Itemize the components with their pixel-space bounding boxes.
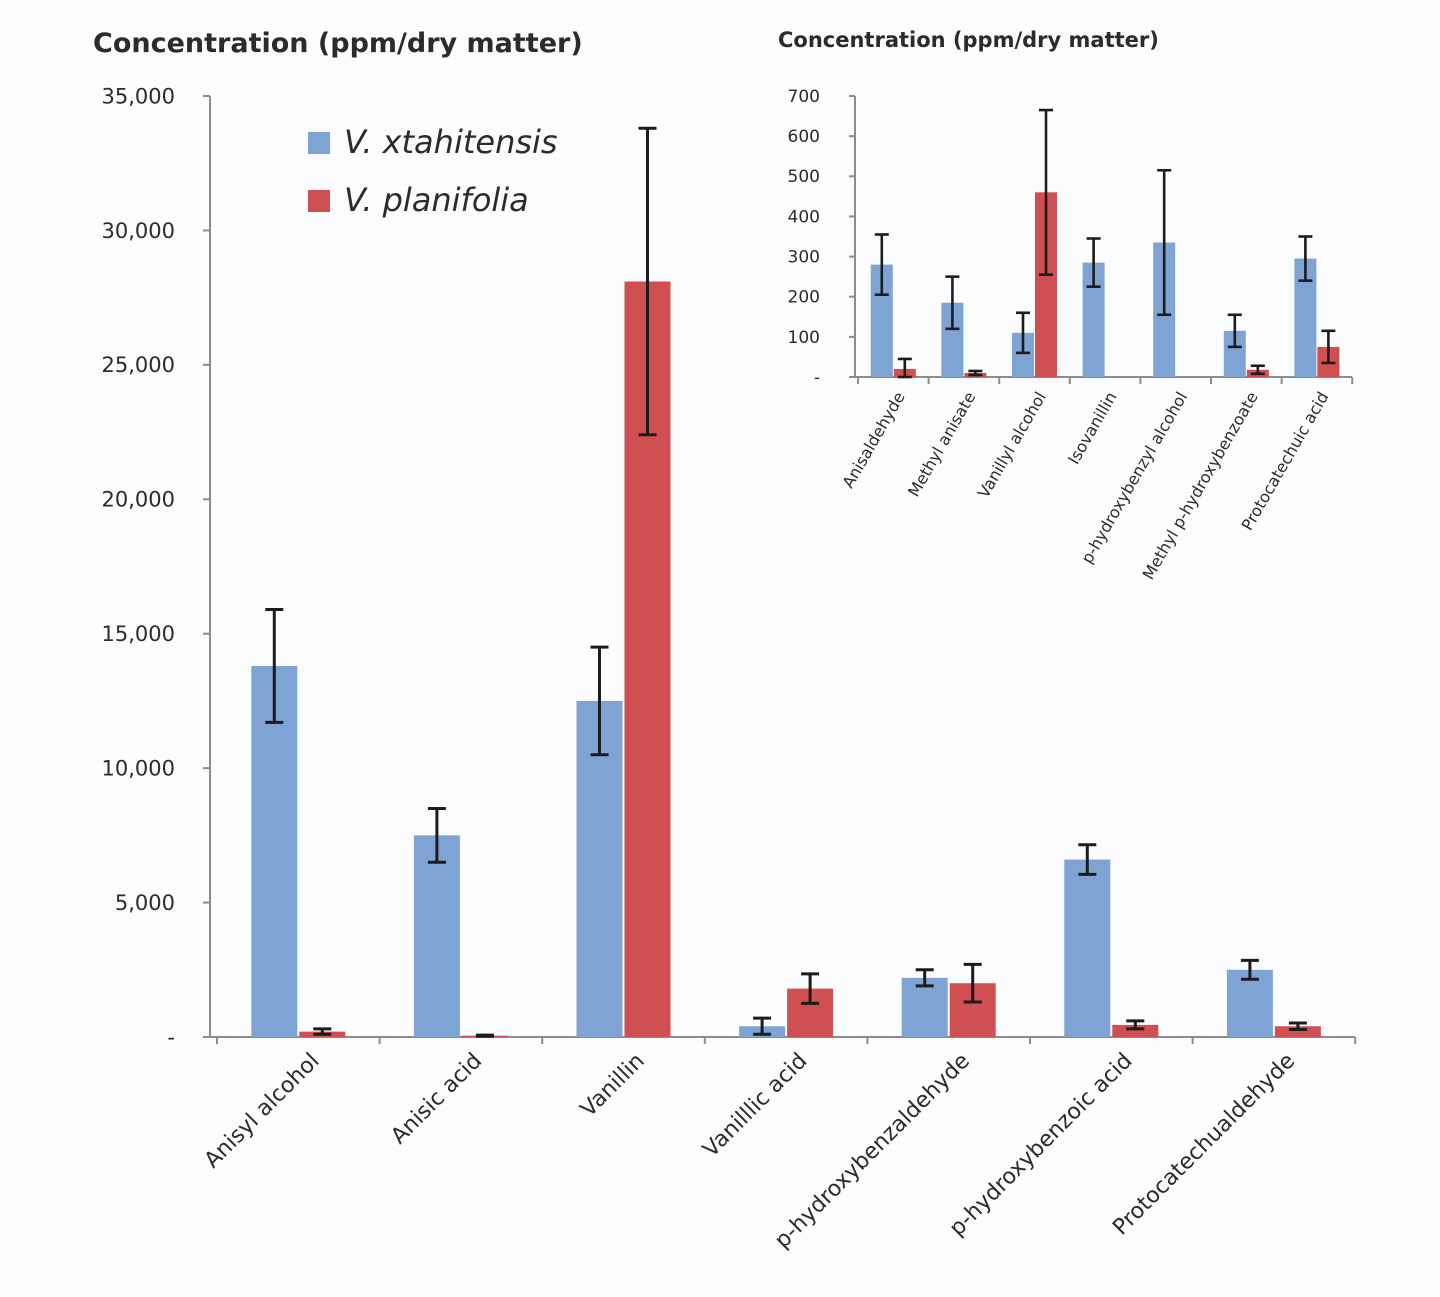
bar-tahitensis: [1223, 330, 1246, 377]
y-tick-label: 700: [788, 87, 820, 107]
y-tick-label: 35,000: [102, 84, 175, 108]
bar-tahitensis: [1012, 332, 1034, 377]
legend-label: V. planifolia: [344, 181, 529, 219]
y-tick-label: 20,000: [102, 488, 175, 512]
y-tick-label: 25,000: [102, 353, 175, 377]
y-tick-label: 200: [788, 288, 820, 308]
bar-tahitensis: [870, 264, 893, 377]
legend-swatch-planifolia: [308, 190, 330, 212]
bar-tahitensis: [901, 977, 948, 1037]
bar-tahitensis: [251, 665, 298, 1037]
legend-swatch-tahitensis: [308, 132, 330, 154]
y-tick-label: -: [814, 368, 820, 388]
y-axis-title: Concentration (ppm/dry matter): [778, 28, 1159, 52]
x-category-label: Vanillyl alcohol: [974, 389, 1050, 502]
bar-tahitensis: [941, 302, 964, 377]
x-category-label: Anisaldehyde: [838, 389, 908, 492]
y-tick-label: 300: [788, 248, 820, 268]
legend-label: V. xtahitensis: [344, 123, 558, 161]
y-tick-label: 30,000: [102, 219, 175, 243]
x-category-label: Isovanillin: [1064, 389, 1121, 468]
bar-tahitensis: [1226, 969, 1273, 1037]
bar-tahitensis: [413, 835, 460, 1037]
legend: V. xtahitensis V. planifolia: [308, 123, 558, 219]
x-category-label: Methyl anisate: [904, 389, 979, 500]
x-category-label: Anisyl alcohol: [200, 1049, 325, 1174]
inset-chart: Concentration (ppm/dry matter) - 100 200 300…: [778, 28, 1354, 583]
bar-planifolia: [1035, 192, 1057, 377]
y-axis-title: Concentration (ppm/dry matter): [93, 28, 583, 59]
x-category-label: p-hydroxybenzoic acid: [945, 1049, 1138, 1242]
bar-planifolia: [1112, 1024, 1159, 1037]
y-tick-label: 15,000: [102, 622, 175, 646]
bar-tahitensis: [1082, 262, 1105, 377]
bar-tahitensis: [576, 700, 623, 1037]
x-category-label: p-hydroxybenzaldehyde: [770, 1049, 975, 1254]
x-category-label: Anisic acid: [386, 1049, 487, 1150]
y-tick-label: -: [167, 1025, 175, 1049]
x-category-label: Vanillin: [576, 1049, 650, 1123]
y-tick-label: 500: [788, 167, 820, 187]
x-category-label: Protocatechualdehyde: [1108, 1049, 1300, 1241]
bar-tahitensis: [1064, 859, 1111, 1037]
bar-tahitensis: [1294, 258, 1317, 377]
y-tick-label: 600: [788, 127, 820, 147]
y-tick-label: 5,000: [115, 891, 175, 915]
bar-planifolia: [1274, 1026, 1321, 1037]
main-chart: Concentration (ppm/dry matter) - 5,000 10,0…: [93, 28, 1357, 1254]
y-tick-label: 400: [788, 207, 820, 227]
y-tick-label: 10,000: [102, 756, 175, 780]
y-tick-label: 100: [788, 328, 820, 348]
x-category-label: Vanilllic acid: [698, 1049, 812, 1163]
